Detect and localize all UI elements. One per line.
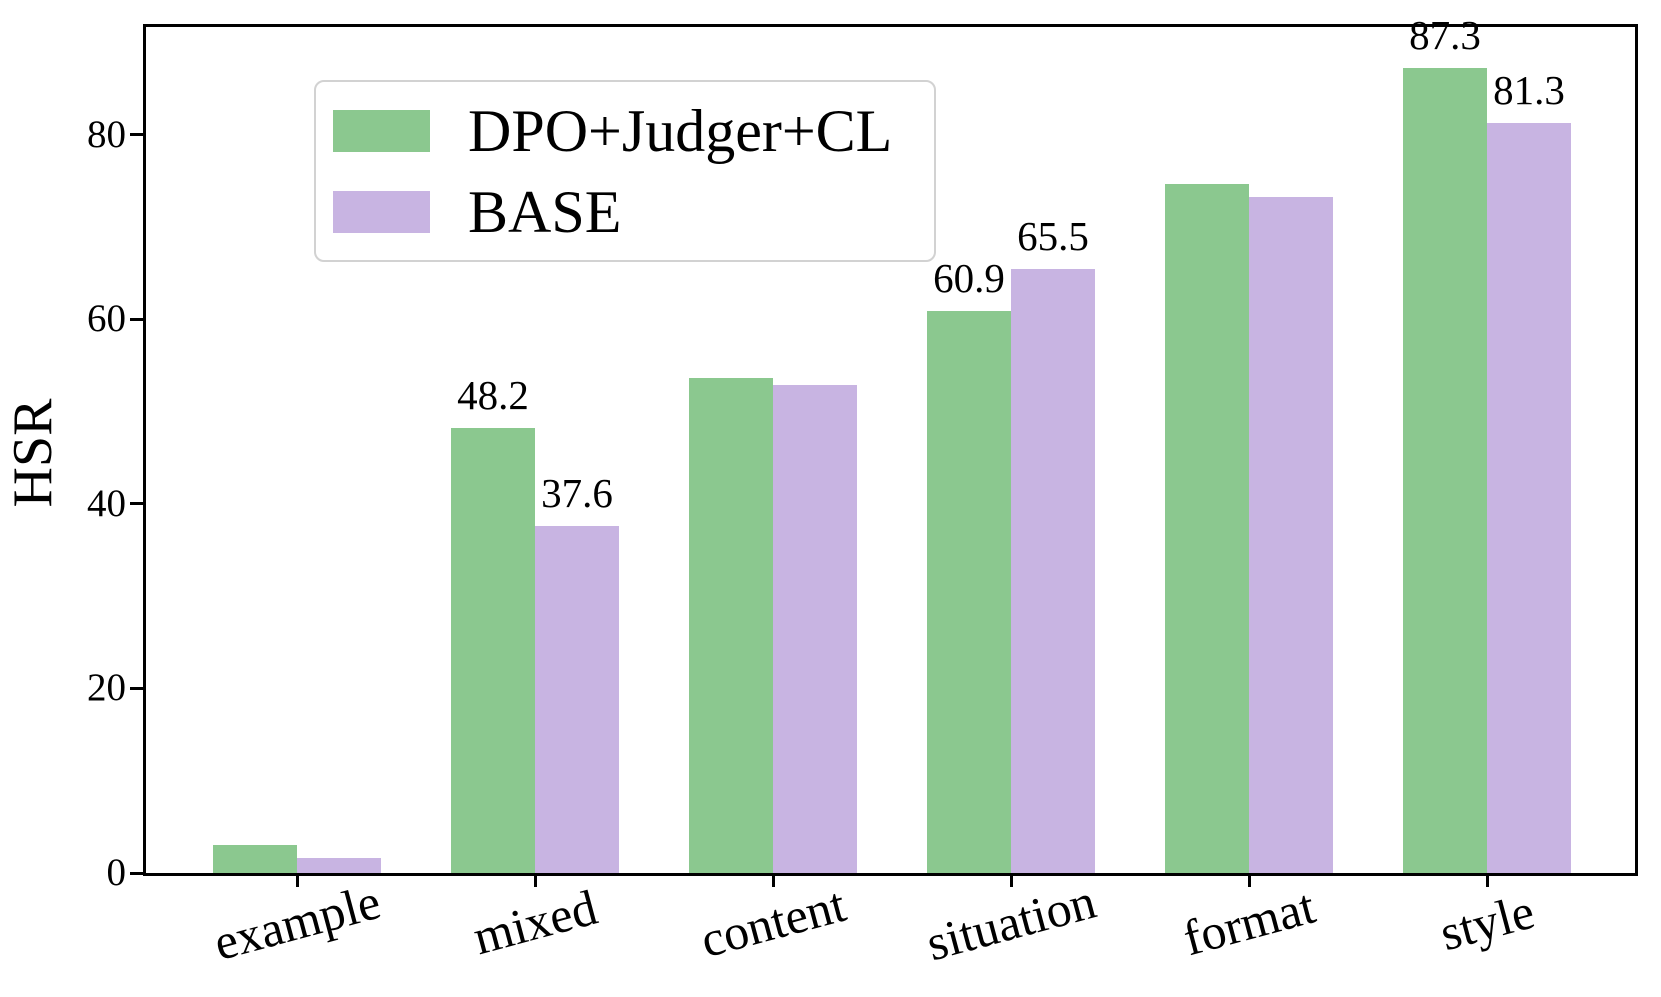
- y-tick-80: [130, 133, 144, 137]
- x-tick-mixed: [533, 873, 537, 887]
- bar-base-style: [1487, 123, 1571, 873]
- plot-area: 48.2 37.6 60.9 65.5 87.3 81.3 DPO+Judger+CL BA…: [143, 12, 1638, 876]
- y-tick-0: [130, 871, 144, 875]
- legend-item-dpo-judger-cl: DPO+Judger+CL: [316, 95, 934, 167]
- bar-base-example: [297, 858, 381, 873]
- x-tick-style: [1485, 873, 1489, 887]
- y-tick-40: [130, 502, 144, 506]
- x-tick-format: [1247, 873, 1251, 887]
- y-tick-label-80: 80: [87, 112, 126, 156]
- bar-base-situation: [1011, 269, 1095, 873]
- y-tick-label-60: 60: [87, 297, 126, 341]
- x-tick-example: [295, 873, 299, 887]
- bar-value-label-dpo-judger-cl-style: 87.3: [1409, 12, 1481, 58]
- bar-value-label-base-situation: 65.5: [1017, 213, 1089, 259]
- bar-value-label-dpo-judger-cl-mixed: 48.2: [457, 372, 529, 418]
- x-tick-situation: [1009, 873, 1013, 887]
- y-tick-label-40: 40: [87, 481, 126, 525]
- bar-dpo-judger-cl-format: [1165, 184, 1249, 873]
- bar-dpo-judger-cl-content: [689, 378, 773, 873]
- bar-value-label-base-style: 81.3: [1493, 67, 1565, 113]
- y-tick-60: [130, 317, 144, 321]
- bar-dpo-judger-cl-style: [1403, 68, 1487, 873]
- bar-base-mixed: [535, 526, 619, 873]
- bar-base-format: [1249, 197, 1333, 873]
- bar-dpo-judger-cl-mixed: [451, 428, 535, 873]
- y-tick-label-20: 20: [87, 666, 126, 710]
- legend-item-base: BASE: [316, 176, 934, 248]
- x-tick-content: [771, 873, 775, 887]
- legend-swatch-base: [333, 190, 430, 233]
- bar-value-label-dpo-judger-cl-situation: 60.9: [933, 255, 1005, 301]
- bar-value-label-base-mixed: 37.6: [541, 470, 613, 516]
- legend: DPO+Judger+CL BASE: [314, 80, 936, 262]
- bar-base-content: [773, 385, 857, 873]
- legend-label-dpo-judger-cl: DPO+Judger+CL: [468, 97, 893, 164]
- bar-dpo-judger-cl-situation: [927, 311, 1011, 873]
- legend-swatch-dpo-judger-cl: [333, 109, 430, 152]
- y-tick-label-0: 0: [106, 851, 127, 894]
- legend-label-base: BASE: [468, 178, 622, 245]
- y-tick-20: [130, 686, 144, 690]
- bar-dpo-judger-cl-example: [213, 845, 297, 873]
